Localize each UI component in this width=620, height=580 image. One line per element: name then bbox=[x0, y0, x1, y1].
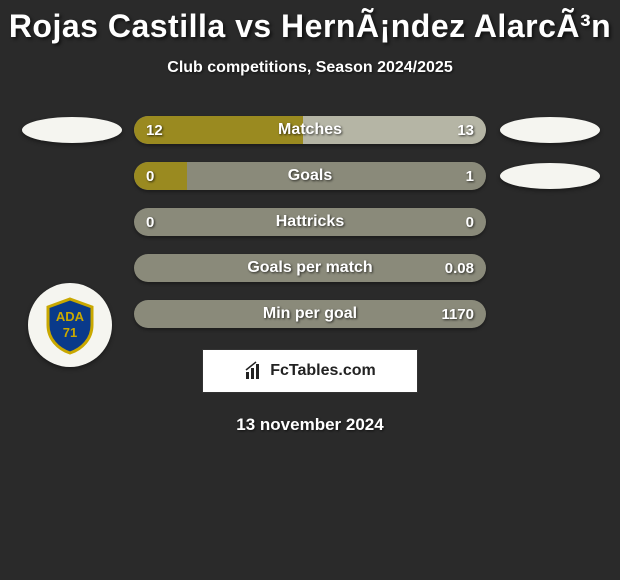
stat-label: Min per goal bbox=[134, 300, 486, 328]
player-avatar-right bbox=[500, 117, 600, 143]
stat-row: 1170Min per goal bbox=[0, 291, 620, 337]
stat-row: 1213Matches bbox=[0, 107, 620, 153]
stat-label: Goals per match bbox=[134, 254, 486, 282]
footer-date: 13 november 2024 bbox=[0, 415, 620, 435]
page-subtitle: Club competitions, Season 2024/2025 bbox=[0, 59, 620, 77]
comparison-card: Rojas Castilla vs HernÃ¡ndez AlarcÃ³n Cl… bbox=[0, 0, 620, 435]
stat-row: 01Goals bbox=[0, 153, 620, 199]
stat-row: 0.08Goals per match bbox=[0, 245, 620, 291]
stat-bar: 0.08Goals per match bbox=[134, 254, 486, 282]
stat-label: Goals bbox=[134, 162, 486, 190]
brand-text: FcTables.com bbox=[270, 362, 376, 380]
page-title: Rojas Castilla vs HernÃ¡ndez AlarcÃ³n bbox=[0, 8, 620, 45]
stat-bar: 00Hattricks bbox=[134, 208, 486, 236]
chart-icon bbox=[244, 361, 264, 381]
stat-label: Matches bbox=[134, 116, 486, 144]
stat-row: 00Hattricks bbox=[0, 199, 620, 245]
stat-bar: 1213Matches bbox=[134, 116, 486, 144]
stat-bar: 01Goals bbox=[134, 162, 486, 190]
player-avatar-left bbox=[22, 117, 122, 143]
stat-label: Hattricks bbox=[134, 208, 486, 236]
stats-area: ADA 71 1213Matches01Goals00Hattricks0.08… bbox=[0, 107, 620, 337]
brand-badge[interactable]: FcTables.com bbox=[202, 349, 418, 393]
player-avatar-right bbox=[500, 163, 600, 189]
stat-bar: 1170Min per goal bbox=[134, 300, 486, 328]
